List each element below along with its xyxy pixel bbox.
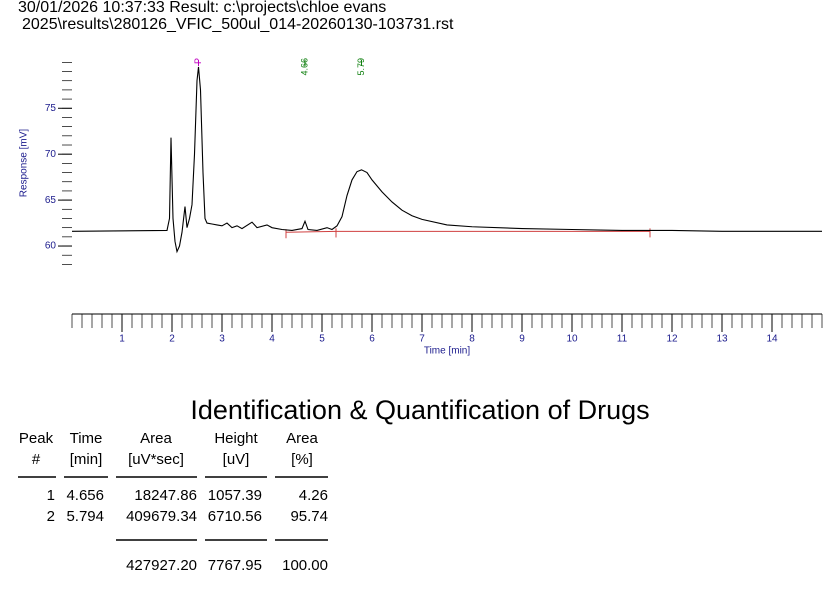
table-cell: 2 (47, 508, 55, 525)
table-cell: 4.26 (299, 487, 328, 504)
x-tick-label: 13 (716, 334, 728, 345)
peak-label: 4.66 (299, 58, 309, 76)
header-line: 30/01/2026 10:37:33 Result: c:\projects\… (18, 0, 386, 16)
table-cell: 1057.39 (208, 487, 262, 504)
header-line: 2025\results\280126_VFIC_500ul_014-20260… (22, 16, 454, 33)
table-cell: 18247.86 (134, 487, 197, 504)
x-tick-label: 6 (369, 334, 375, 345)
table-header: Time (70, 430, 103, 447)
y-tick-label: 60 (45, 241, 57, 252)
table-cell: 1 (47, 487, 55, 504)
table-header: Area (286, 430, 318, 447)
peak-label: P (193, 58, 203, 64)
x-tick-label: 9 (519, 334, 525, 345)
table-cell: 6710.56 (208, 508, 262, 525)
x-axis-label: Time [min] (424, 346, 471, 357)
y-tick-label: 70 (45, 149, 57, 160)
table-total: 100.00 (282, 557, 328, 574)
x-tick-label: 3 (219, 334, 225, 345)
x-tick-label: 8 (469, 334, 475, 345)
table-header: # (32, 451, 41, 468)
table-header: [uV] (223, 451, 250, 468)
peak-label: 5.79 (356, 58, 366, 76)
table-header: [uV*sec] (128, 451, 184, 468)
table-header: Area (140, 430, 172, 447)
table-cell: 5.794 (66, 508, 104, 525)
table-title: Identification & Quantification of Drugs (190, 395, 649, 425)
table-total: 427927.20 (126, 557, 197, 574)
x-tick-label: 14 (766, 334, 778, 345)
table-cell: 95.74 (290, 508, 328, 525)
table-header: Peak (19, 430, 54, 447)
table-header: [%] (291, 451, 313, 468)
x-tick-label: 11 (617, 334, 628, 345)
x-tick-label: 7 (419, 334, 425, 345)
table-header: [min] (70, 451, 103, 468)
y-tick-label: 75 (45, 103, 57, 114)
table-cell: 4.656 (66, 487, 104, 504)
x-tick-label: 5 (319, 334, 325, 345)
y-axis-label: Response [mV] (19, 129, 30, 198)
table-cell: 409679.34 (126, 508, 197, 525)
baseline (285, 230, 337, 233)
x-tick-label: 2 (169, 334, 175, 345)
trace (71, 66, 822, 254)
table-header: Height (214, 430, 258, 447)
x-tick-label: 4 (269, 334, 275, 345)
x-tick-label: 10 (566, 334, 578, 345)
x-tick-label: 12 (666, 334, 678, 345)
x-tick-label: 1 (119, 334, 125, 345)
table-total: 7767.95 (208, 557, 262, 574)
y-tick-label: 65 (45, 195, 57, 206)
